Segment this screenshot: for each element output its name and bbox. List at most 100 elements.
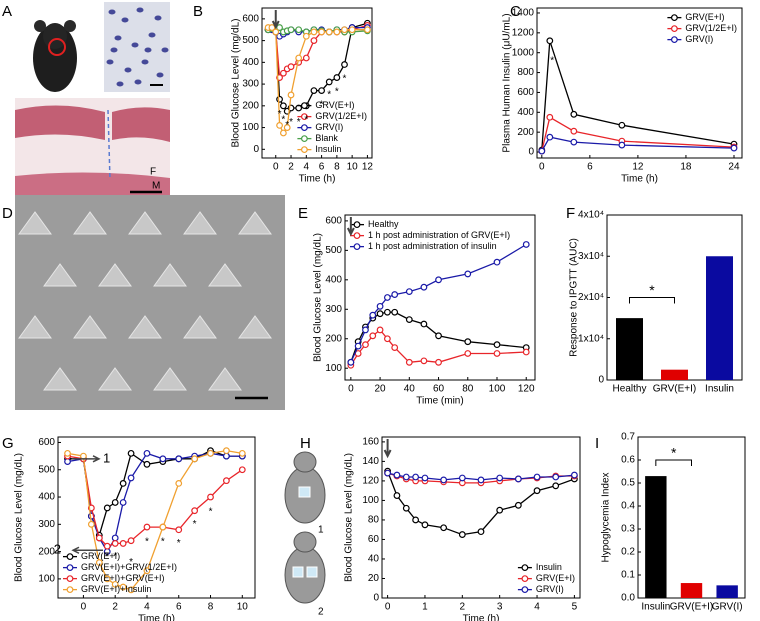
x-tick-label: 0: [539, 162, 545, 173]
y-tick-label: 600: [242, 14, 259, 25]
y-tick-label: 200: [325, 333, 342, 344]
data-point: [103, 542, 111, 550]
data-point: [552, 482, 560, 490]
microneedle: [18, 211, 52, 235]
microneedle: [73, 211, 107, 235]
significance-marker: *: [550, 55, 554, 66]
legend-marker: [300, 135, 308, 143]
panel-letter: F: [566, 205, 575, 222]
data-point: [376, 302, 384, 310]
data-point: [533, 487, 541, 495]
legend-label: GRV(E+I)+GRV(1/2E+I): [81, 562, 177, 572]
data-point: [420, 320, 428, 328]
mouse-label: 1: [318, 525, 324, 536]
data-point: [412, 473, 420, 481]
mouse-cartoon: [284, 546, 326, 604]
y-tick-label: 100: [325, 363, 342, 374]
legend-label: GRV(I): [315, 122, 343, 132]
mouse-head: [293, 531, 317, 553]
data-point: [310, 28, 318, 36]
microneedle: [128, 315, 162, 339]
legend-marker: [66, 553, 74, 561]
data-point: [341, 26, 348, 34]
y-tick-label: 200: [242, 100, 259, 111]
y-tick-label: 0.7: [621, 432, 635, 443]
x-tick-label: 3: [497, 602, 503, 613]
data-point: [496, 474, 504, 482]
bar: [680, 583, 703, 598]
data-point: [295, 54, 303, 62]
data-point: [207, 449, 214, 457]
legend-marker: [66, 586, 74, 594]
bar: [616, 318, 643, 380]
x-tick-label: 20: [375, 384, 387, 395]
legend-label: GRV(E+I)+GRV(E+I): [81, 573, 164, 583]
data-point: [223, 477, 230, 485]
x-tick-label: 10: [237, 602, 249, 613]
significance-marker: *: [335, 86, 339, 97]
y-axis-label: Blood Glucose Level (mg/dL): [313, 233, 324, 362]
data-point: [435, 276, 442, 284]
data-point: [440, 524, 448, 532]
data-point: [546, 113, 554, 121]
data-point: [364, 26, 371, 34]
data-point: [119, 479, 127, 487]
data-point: [477, 476, 485, 484]
data-point: [362, 341, 369, 349]
data-point: [546, 37, 554, 45]
x-axis-label: Time (h): [138, 614, 175, 621]
data-point: [420, 357, 428, 365]
panel-letter: I: [595, 435, 599, 452]
significance-marker: *: [649, 282, 655, 298]
data-point: [493, 350, 501, 357]
plot-frame: [261, 7, 373, 159]
y-tick-label: 100: [242, 122, 259, 133]
data-point: [354, 342, 362, 350]
legend: GRV(E+I)GRV(1/2E+I)GRV(I): [667, 12, 737, 44]
data-point: [393, 471, 401, 479]
data-point: [111, 534, 119, 542]
legend-marker: [300, 113, 308, 121]
data-point: [369, 311, 377, 319]
x-tick-label: 2: [112, 602, 118, 613]
data-point: [238, 449, 246, 457]
data-point: [552, 473, 560, 481]
x-tick-label: GRV(E+I): [653, 384, 696, 395]
significance-marker: *: [129, 557, 133, 568]
microneedle: [153, 263, 187, 287]
stained-spot: [106, 59, 114, 65]
data-point: [95, 559, 103, 566]
y-tick-label: 40: [368, 554, 380, 565]
muscle-layer: [15, 172, 170, 198]
y-tick-label: 800: [517, 67, 534, 78]
data-point: [347, 358, 355, 366]
y-tick-label: 500: [325, 245, 342, 256]
data-point: [143, 567, 151, 575]
data-point: [143, 449, 151, 457]
legend-marker: [353, 243, 361, 251]
microneedles: [18, 211, 272, 391]
bar: [716, 585, 738, 598]
microneedle: [238, 315, 272, 339]
data-point: [570, 110, 578, 118]
data-point: [384, 469, 392, 477]
microneedle: [183, 315, 217, 339]
x-tick-label: 8: [334, 162, 340, 173]
legend-marker: [300, 102, 308, 110]
y-tick-label: 0.6: [621, 455, 635, 466]
microneedle: [128, 211, 162, 235]
stained-spot: [144, 47, 152, 53]
data-point: [80, 452, 87, 460]
y-tick-label: 600: [38, 437, 55, 448]
data-point: [440, 476, 448, 484]
data-point: [538, 147, 546, 155]
data-point: [223, 452, 230, 460]
y-tick-label: 1x10⁴: [578, 333, 604, 344]
significance-marker: *: [285, 120, 289, 131]
x-tick-label: Insulin: [705, 384, 734, 395]
data-point: [522, 348, 530, 356]
y-tick-label: 600: [325, 216, 342, 227]
x-tick-label: 4: [304, 162, 310, 173]
data-point: [279, 102, 287, 110]
